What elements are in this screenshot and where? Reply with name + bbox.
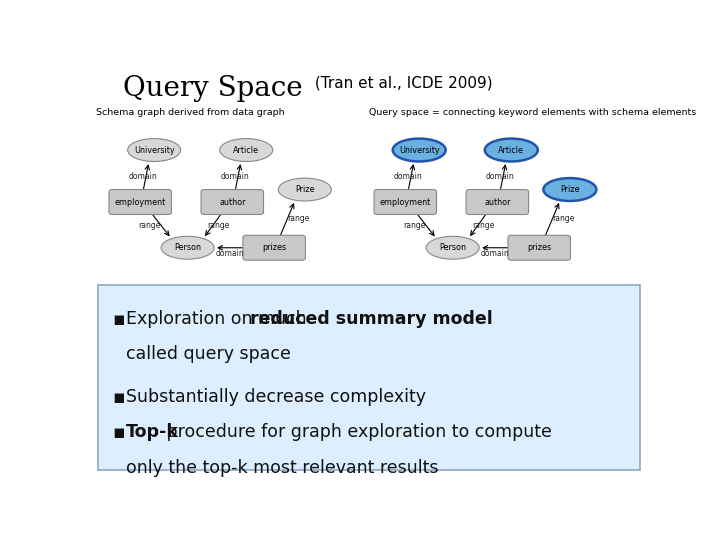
Text: Article: Article	[233, 146, 259, 154]
Text: prizes: prizes	[262, 243, 287, 252]
Text: range: range	[472, 221, 495, 230]
Text: domain: domain	[481, 249, 510, 259]
Text: procedure for graph exploration to compute: procedure for graph exploration to compu…	[161, 423, 552, 441]
Text: Substantially decrease complexity: Substantially decrease complexity	[126, 388, 426, 406]
Text: domain: domain	[221, 172, 250, 181]
Text: Article: Article	[498, 146, 524, 154]
Text: ▪: ▪	[112, 310, 125, 329]
Text: author: author	[484, 198, 510, 206]
Text: author: author	[219, 198, 246, 206]
Text: domain: domain	[216, 249, 245, 259]
Ellipse shape	[426, 237, 480, 259]
Text: domain: domain	[486, 172, 515, 181]
Text: ▪: ▪	[112, 423, 125, 442]
FancyBboxPatch shape	[109, 190, 171, 214]
Text: employment: employment	[379, 198, 431, 206]
Text: ▪: ▪	[112, 388, 125, 407]
Text: range: range	[404, 221, 426, 230]
Text: (Tran et al., ICDE 2009): (Tran et al., ICDE 2009)	[310, 75, 493, 90]
Text: reduced summary model: reduced summary model	[250, 310, 493, 328]
Text: Query space = connecting keyword elements with schema elements: Query space = connecting keyword element…	[369, 109, 696, 118]
Text: range: range	[139, 221, 161, 230]
Text: called query space: called query space	[126, 346, 291, 363]
Ellipse shape	[392, 139, 446, 161]
Ellipse shape	[544, 178, 596, 201]
FancyBboxPatch shape	[508, 235, 570, 260]
Ellipse shape	[127, 139, 181, 161]
Text: only the top-k most relevant results: only the top-k most relevant results	[126, 458, 438, 477]
Ellipse shape	[279, 178, 331, 201]
Ellipse shape	[161, 237, 214, 259]
FancyBboxPatch shape	[201, 190, 264, 214]
Text: range: range	[552, 214, 575, 224]
Text: domain: domain	[394, 172, 423, 181]
FancyBboxPatch shape	[243, 235, 305, 260]
Text: Prize: Prize	[560, 185, 580, 194]
Ellipse shape	[220, 139, 273, 161]
Text: prizes: prizes	[527, 243, 552, 252]
Text: employment: employment	[114, 198, 166, 206]
FancyBboxPatch shape	[466, 190, 528, 214]
Text: range: range	[287, 214, 310, 224]
Text: range: range	[207, 221, 230, 230]
FancyBboxPatch shape	[374, 190, 436, 214]
Text: University: University	[134, 146, 174, 154]
Text: domain: domain	[129, 172, 158, 181]
Text: Person: Person	[174, 243, 201, 252]
Ellipse shape	[485, 139, 538, 161]
Text: Top-k: Top-k	[126, 423, 179, 441]
Text: Query Space: Query Space	[123, 75, 302, 102]
Text: Schema graph derived from data graph: Schema graph derived from data graph	[96, 109, 284, 118]
Text: Exploration on much: Exploration on much	[126, 310, 312, 328]
FancyBboxPatch shape	[99, 285, 639, 470]
Text: Prize: Prize	[295, 185, 315, 194]
Text: University: University	[399, 146, 439, 154]
Text: Person: Person	[439, 243, 467, 252]
